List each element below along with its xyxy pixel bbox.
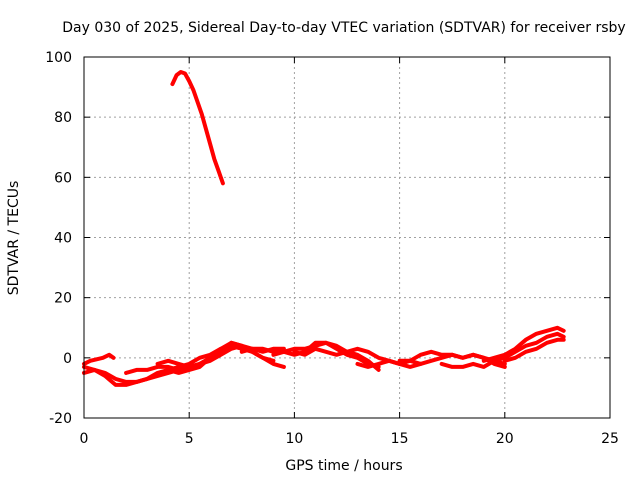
series-line-satellite-arc-h bbox=[271, 340, 381, 372]
x-tick-label: 0 bbox=[80, 431, 89, 447]
series-line-satellite-arc-l bbox=[439, 331, 566, 369]
x-tick-label: 15 bbox=[391, 431, 409, 447]
chart-title: Day 030 of 2025, Sidereal Day-to-day VTE… bbox=[62, 20, 625, 36]
series-group bbox=[82, 70, 566, 387]
x-tick-label: 25 bbox=[601, 431, 619, 447]
y-tick-label: 100 bbox=[45, 50, 72, 66]
x-axis-label: GPS time / hours bbox=[285, 458, 402, 474]
series-line-satellite-arc-high bbox=[170, 70, 225, 186]
y-tick-label: 20 bbox=[54, 291, 72, 307]
x-tick-label: 5 bbox=[185, 431, 194, 447]
ticks: 0 5 10 15 20 25 -20 0 20 40 60 80 100 bbox=[45, 50, 619, 447]
y-tick-label: 40 bbox=[54, 231, 72, 247]
x-tick-label: 10 bbox=[285, 431, 303, 447]
y-axis-label: SDTVAR / TECUs bbox=[6, 181, 22, 296]
y-tick-label: -20 bbox=[49, 411, 72, 427]
series-line-satellite-arc-a bbox=[82, 352, 116, 366]
series-line-satellite-arc-n bbox=[502, 337, 566, 363]
y-tick-label: 0 bbox=[63, 351, 72, 367]
series-line-satellite-arc-f bbox=[166, 340, 286, 375]
x-tick-label: 20 bbox=[496, 431, 514, 447]
y-tick-label: 60 bbox=[54, 170, 72, 186]
series-line-satellite-arc-m bbox=[481, 325, 566, 363]
y-tick-label: 80 bbox=[54, 110, 72, 126]
